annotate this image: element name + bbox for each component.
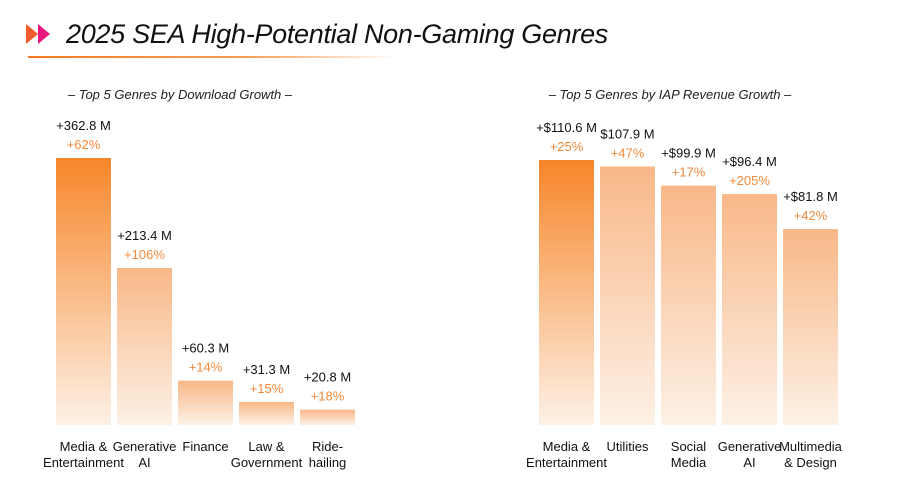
category-label: Multimedia — [779, 439, 843, 454]
category-label: Entertainment — [526, 455, 607, 470]
category-label: Generative — [113, 439, 177, 454]
category-label: & Design — [784, 455, 837, 470]
page-title: 2025 SEA High-Potential Non-Gaming Genre… — [66, 18, 608, 49]
chart-subtitle: – Top 5 Genres by Download Growth – — [67, 87, 293, 102]
category-label: Media & — [543, 439, 591, 454]
category-label: Entertainment — [43, 455, 124, 470]
bar-value-label: $107.9 M — [600, 126, 654, 141]
download-growth-chart-svg: – Top 5 Genres by Download Growth – +362.… — [43, 87, 355, 470]
download-growth-chart: – Top 5 Genres by Download Growth – +362.… — [10, 80, 370, 490]
bar-value-label: +60.3 M — [182, 341, 229, 356]
category-label: hailing — [309, 455, 347, 470]
bar-growth-label: +17% — [672, 165, 706, 180]
category-label: Law & — [248, 439, 284, 454]
title-underline — [28, 56, 398, 58]
bar — [783, 229, 838, 425]
category-label: AI — [138, 455, 150, 470]
bar — [722, 194, 777, 425]
bar-growth-label: +15% — [250, 381, 284, 396]
bar-value-label: +362.8 M — [56, 118, 111, 133]
bar-value-label: +$110.6 M — [536, 120, 597, 135]
category-label: Generative — [718, 439, 782, 454]
bar-growth-label: +62% — [67, 137, 101, 152]
iap-revenue-growth-chart: – Top 5 Genres by IAP Revenue Growth – +$… — [495, 80, 865, 490]
category-label: Social — [671, 439, 707, 454]
bar-value-label: +20.8 M — [304, 370, 351, 385]
bar-growth-label: +25% — [550, 139, 584, 154]
category-label: Utilities — [607, 439, 649, 454]
category-label: Media & — [60, 439, 108, 454]
bar-value-label: +$81.8 M — [783, 189, 838, 204]
bar — [661, 185, 716, 425]
bar — [56, 158, 111, 425]
bar — [539, 160, 594, 425]
category-label: Finance — [182, 439, 228, 454]
category-label: Media — [671, 455, 707, 470]
bar-value-label: +$99.9 M — [661, 146, 716, 161]
category-label: Ride- — [312, 439, 343, 454]
bar-growth-label: +47% — [611, 145, 645, 160]
bar-value-label: +213.4 M — [117, 228, 172, 243]
bar-value-label: +31.3 M — [243, 362, 290, 377]
title-bar: 2025 SEA High-Potential Non-Gaming Genre… — [24, 14, 608, 54]
bar-value-label: +$96.4 M — [722, 154, 777, 169]
category-label: AI — [743, 455, 755, 470]
bar-growth-label: +106% — [124, 247, 165, 262]
category-label: Government — [231, 455, 303, 470]
iap-revenue-growth-chart-svg: – Top 5 Genres by IAP Revenue Growth – +$… — [526, 87, 843, 470]
bar-growth-label: +18% — [311, 389, 345, 404]
bar — [300, 409, 355, 425]
chart-subtitle: – Top 5 Genres by IAP Revenue Growth – — [548, 87, 792, 102]
bar-growth-label: +14% — [189, 360, 223, 375]
bar — [117, 267, 172, 425]
bar-growth-label: +205% — [729, 173, 770, 188]
bar — [600, 166, 655, 425]
bar — [178, 380, 233, 425]
bar-growth-label: +42% — [794, 208, 828, 223]
double-chevron-logo-icon — [26, 24, 50, 44]
bar — [239, 401, 294, 425]
